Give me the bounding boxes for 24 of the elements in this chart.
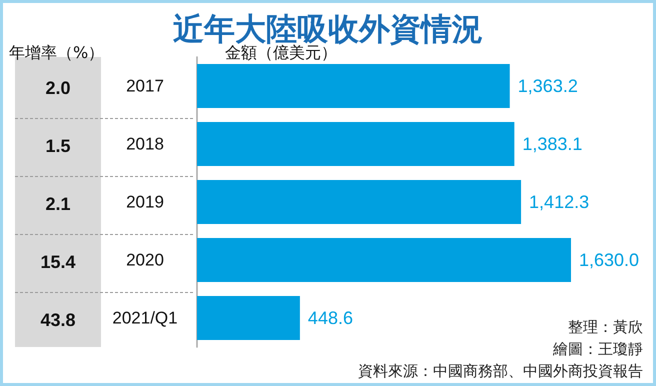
text: 2.0	[44, 78, 72, 99]
y-tick-label: 2017	[126, 76, 164, 96]
data-label: 1,383.1	[522, 134, 582, 154]
text: 1.5	[44, 136, 72, 157]
annotation: 繪圖：王瓊靜	[553, 339, 643, 359]
data-label: 1,412.3	[529, 192, 590, 212]
data-label: 448.6	[308, 308, 353, 328]
bar	[197, 238, 571, 282]
data-label: 1,363.2	[518, 76, 578, 96]
y-tick-label: 2018	[126, 134, 164, 154]
text: 2.1	[44, 194, 72, 215]
y-tick-label: 2020	[126, 250, 164, 270]
bar	[197, 180, 522, 224]
data-label: 1,630.0	[579, 250, 640, 270]
annotation: 整理：黃欣	[568, 317, 643, 337]
source-note: 資料來源：中國商務部、中國外商投資報告	[358, 361, 643, 381]
y-tick-label: 2019	[126, 192, 164, 212]
text: 43.8	[39, 310, 77, 331]
y-tick-label: 2021/Q1	[112, 308, 178, 328]
bar	[197, 122, 514, 166]
bar	[197, 64, 510, 108]
text: 15.4	[39, 252, 77, 273]
text: 年增率（%）	[9, 43, 104, 64]
bar	[197, 296, 300, 340]
